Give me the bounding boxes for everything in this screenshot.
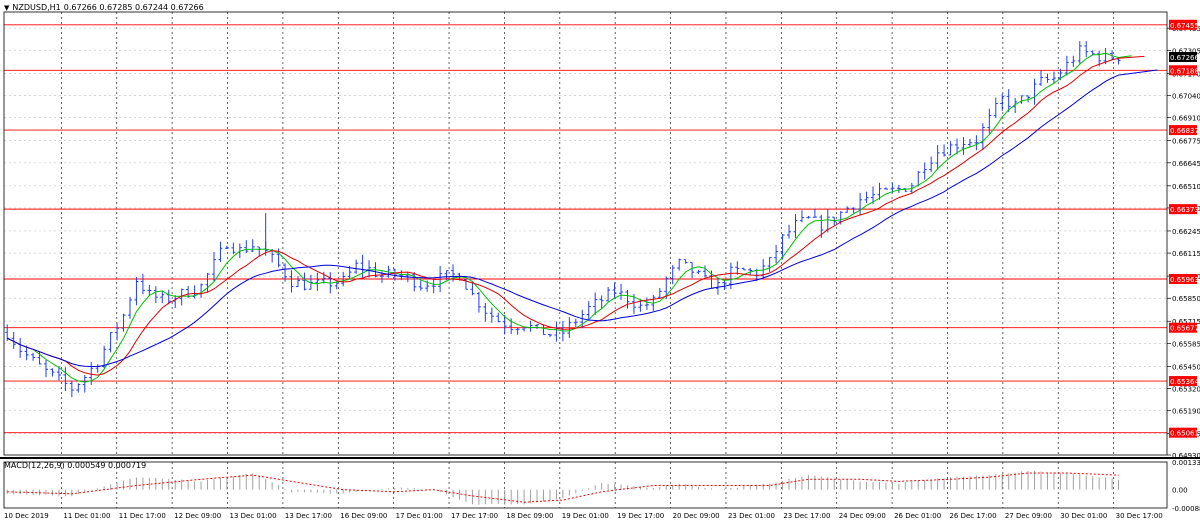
symbol-title: NZDUSD,H1 <box>12 3 61 12</box>
price-tick-label: 0.66910 <box>1172 115 1200 123</box>
macd-header: MACD(12,26,9) 0.000549 0.000719 <box>4 461 147 470</box>
level-price-tag <box>1169 376 1197 387</box>
time-tick-label: 23 Dec 17:00 <box>783 512 830 520</box>
time-axis: 10 Dec 2019 11 Dec 01:00 11 Dec 17:00 12 De… <box>4 512 1163 520</box>
level-price-label: 0.65963 <box>1170 276 1199 284</box>
price-axis: 0.674350.673050.671700.670400.669100.667… <box>1167 19 1200 460</box>
ohlc-values: 0.67266 0.67285 0.67244 0.67266 <box>63 3 204 12</box>
price-tick-label: 0.66115 <box>1172 250 1200 258</box>
main-frame <box>3 11 1168 456</box>
time-tick-label: 20 Dec 09:00 <box>673 512 720 520</box>
price-tick-label: 0.65320 <box>1172 386 1200 394</box>
price-tick-label: 0.67040 <box>1172 92 1200 100</box>
price-tick-label: 0.65585 <box>1172 340 1200 348</box>
time-tick-label: 11 Dec 17:00 <box>119 512 166 520</box>
level-price-tag <box>1169 427 1197 438</box>
price-tick-label: 0.65850 <box>1172 295 1200 303</box>
time-tick-label: 30 Dec 17:00 <box>1116 512 1163 520</box>
time-tick-label: 13 Dec 01:00 <box>230 512 277 520</box>
macd-tick-label: -0.000883 <box>1172 505 1200 513</box>
macd-tick-label: 0.001333 <box>1172 459 1200 467</box>
price-tick-label: 0.67305 <box>1172 47 1200 55</box>
time-tick-label: 12 Dec 09:00 <box>174 512 221 520</box>
level-price-label: 0.67188 <box>1170 67 1199 75</box>
time-tick-label: 13 Dec 17:00 <box>285 512 332 520</box>
time-tick-label: 10 Dec 2019 <box>4 512 49 520</box>
time-tick-label: 27 Dec 09:00 <box>1005 512 1052 520</box>
horizontal-levels <box>4 24 1167 434</box>
macd-tick-label: 0.00 <box>1172 487 1188 495</box>
level-price-label: 0.67455 <box>1170 22 1199 30</box>
level-price-tag <box>1169 65 1197 76</box>
time-tick-label: 16 Dec 09:00 <box>340 512 387 520</box>
macd-frame <box>3 461 1168 509</box>
level-price-label: 0.65677 <box>1170 325 1199 333</box>
price-tick-label: 0.66245 <box>1172 228 1200 236</box>
time-tick-label: 30 Dec 01:00 <box>1060 512 1107 520</box>
time-tick-label: 19 Dec 01:00 <box>562 512 609 520</box>
ma-fast-line <box>6 52 1132 383</box>
current-price-label: 0.67266 <box>1170 54 1199 62</box>
macd-panel: 0.001333 0.00 -0.000883 <box>6 459 1200 513</box>
chart-frame <box>0 11 1200 509</box>
time-tick-label: 18 Dec 09:00 <box>506 512 553 520</box>
price-tick-label: 0.66510 <box>1172 183 1200 191</box>
time-tick-label: 26 Dec 17:00 <box>949 512 996 520</box>
level-price-tag <box>1169 273 1197 284</box>
current-price-tag <box>1169 51 1197 62</box>
ma-mid-line <box>6 55 1145 376</box>
symbol-header: ▼ NZDUSD,H1 0.67266 0.67285 0.67244 0.67… <box>4 3 204 12</box>
moving-averages <box>6 52 1158 383</box>
price-tick-label: 0.66645 <box>1172 160 1200 168</box>
level-price-tag <box>1169 204 1197 215</box>
time-tick-label: 23 Dec 01:00 <box>728 512 775 520</box>
grid <box>4 12 1167 508</box>
price-tick-label: 0.65450 <box>1172 363 1200 371</box>
level-price-tag <box>1169 125 1197 136</box>
level-price-label: 0.65364 <box>1170 378 1199 386</box>
price-tick-label: 0.66775 <box>1172 138 1200 146</box>
time-tick-label: 24 Dec 09:00 <box>839 512 886 520</box>
time-tick-label: 11 Dec 01:00 <box>63 512 110 520</box>
dropdown-arrow-icon[interactable]: ▼ <box>4 3 10 12</box>
level-price-tag <box>1169 19 1197 30</box>
price-tick-label: 0.65190 <box>1172 408 1200 416</box>
time-tick-label: 19 Dec 17:00 <box>617 512 664 520</box>
ma-slow-line <box>6 69 1158 367</box>
level-price-label: 0.66373 <box>1170 206 1199 214</box>
level-price-tag <box>1169 322 1197 333</box>
level-price-label: 0.65061 <box>1170 430 1199 438</box>
time-tick-label: 26 Dec 01:00 <box>894 512 941 520</box>
time-tick-label: 17 Dec 17:00 <box>451 512 498 520</box>
price-tick-label: 0.64930 <box>1172 452 1200 460</box>
price-bars <box>5 41 1121 398</box>
time-tick-label: 17 Dec 01:00 <box>396 512 443 520</box>
price-tick-label: 0.65715 <box>1172 318 1200 326</box>
level-price-label: 0.66837 <box>1170 127 1199 135</box>
